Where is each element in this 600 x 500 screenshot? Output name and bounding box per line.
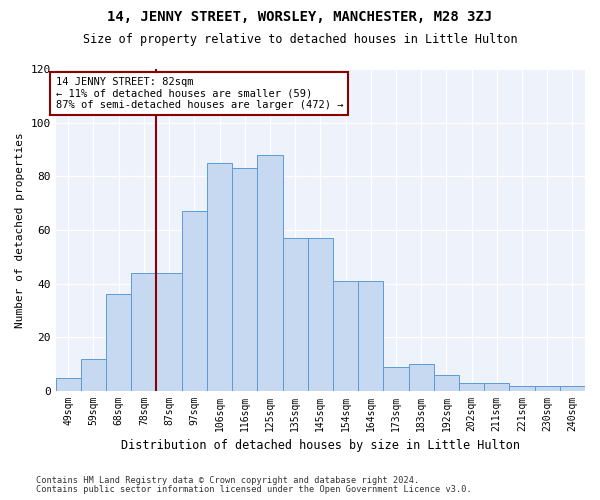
Bar xyxy=(509,386,535,391)
Bar xyxy=(56,378,81,391)
Bar xyxy=(257,155,283,391)
Bar xyxy=(283,238,308,391)
Bar xyxy=(434,375,459,391)
Y-axis label: Number of detached properties: Number of detached properties xyxy=(15,132,25,328)
Bar xyxy=(409,364,434,391)
X-axis label: Distribution of detached houses by size in Little Hulton: Distribution of detached houses by size … xyxy=(121,440,520,452)
Bar xyxy=(157,273,182,391)
Bar xyxy=(207,163,232,391)
Bar xyxy=(106,294,131,391)
Bar xyxy=(81,359,106,391)
Bar xyxy=(383,367,409,391)
Text: 14, JENNY STREET, WORSLEY, MANCHESTER, M28 3ZJ: 14, JENNY STREET, WORSLEY, MANCHESTER, M… xyxy=(107,10,493,24)
Bar xyxy=(484,383,509,391)
Text: Size of property relative to detached houses in Little Hulton: Size of property relative to detached ho… xyxy=(83,32,517,46)
Bar xyxy=(358,281,383,391)
Text: 14 JENNY STREET: 82sqm
← 11% of detached houses are smaller (59)
87% of semi-det: 14 JENNY STREET: 82sqm ← 11% of detached… xyxy=(56,77,343,110)
Bar xyxy=(459,383,484,391)
Bar xyxy=(131,273,157,391)
Text: Contains public sector information licensed under the Open Government Licence v3: Contains public sector information licen… xyxy=(36,485,472,494)
Bar xyxy=(560,386,585,391)
Bar xyxy=(308,238,333,391)
Bar xyxy=(182,211,207,391)
Bar xyxy=(333,281,358,391)
Bar xyxy=(232,168,257,391)
Text: Contains HM Land Registry data © Crown copyright and database right 2024.: Contains HM Land Registry data © Crown c… xyxy=(36,476,419,485)
Bar xyxy=(535,386,560,391)
